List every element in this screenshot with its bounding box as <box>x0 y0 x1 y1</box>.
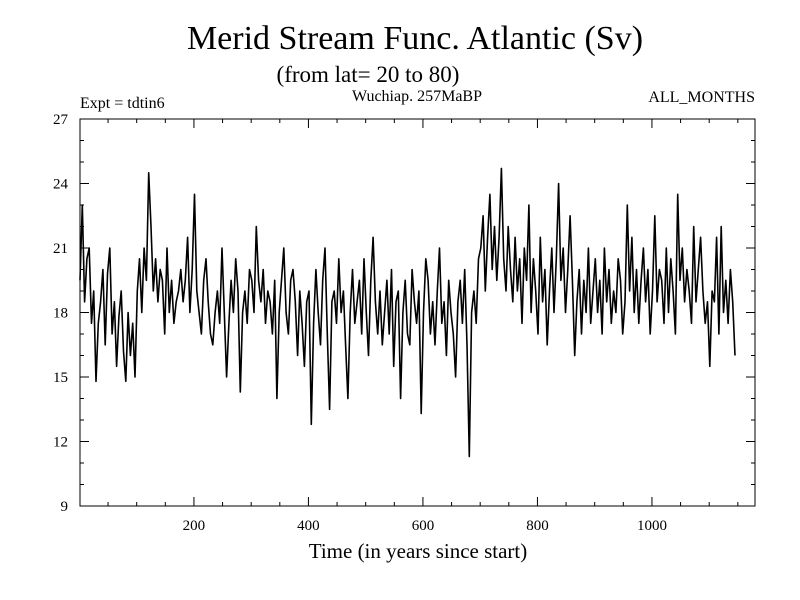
x-tick-label: 200 <box>183 518 206 534</box>
x-tick-label: 1000 <box>637 518 667 534</box>
chart-subtitle: (from lat= 20 to 80) <box>277 62 460 87</box>
plot-area <box>79 118 756 507</box>
x-tick-label: 400 <box>297 518 320 534</box>
y-tick-label: 12 <box>53 435 68 451</box>
experiment-label: Expt = tdtin6 <box>80 95 165 112</box>
y-tick-label: 15 <box>53 370 68 386</box>
series-line <box>79 167 736 458</box>
y-axis: 9 12 15 18 21 24 27 <box>53 112 755 515</box>
x-axis: 200 400 600 800 1000 <box>107 119 739 534</box>
y-tick-label: 9 <box>61 499 69 515</box>
x-axis-label: Time (in years since start) <box>309 539 528 563</box>
chart-title: Merid Stream Func. Atlantic (Sv) <box>187 20 643 57</box>
y-tick-label: 21 <box>53 241 68 257</box>
x-tick-label: 800 <box>526 518 549 534</box>
y-tick-label: 24 <box>53 177 69 193</box>
period-label: Wuchiap. 257MaBP <box>352 88 482 105</box>
y-tick-label: 27 <box>53 112 69 128</box>
x-tick-label: 600 <box>412 518 435 534</box>
y-tick-label: 18 <box>53 306 68 322</box>
months-label: ALL_MONTHS <box>648 89 755 106</box>
